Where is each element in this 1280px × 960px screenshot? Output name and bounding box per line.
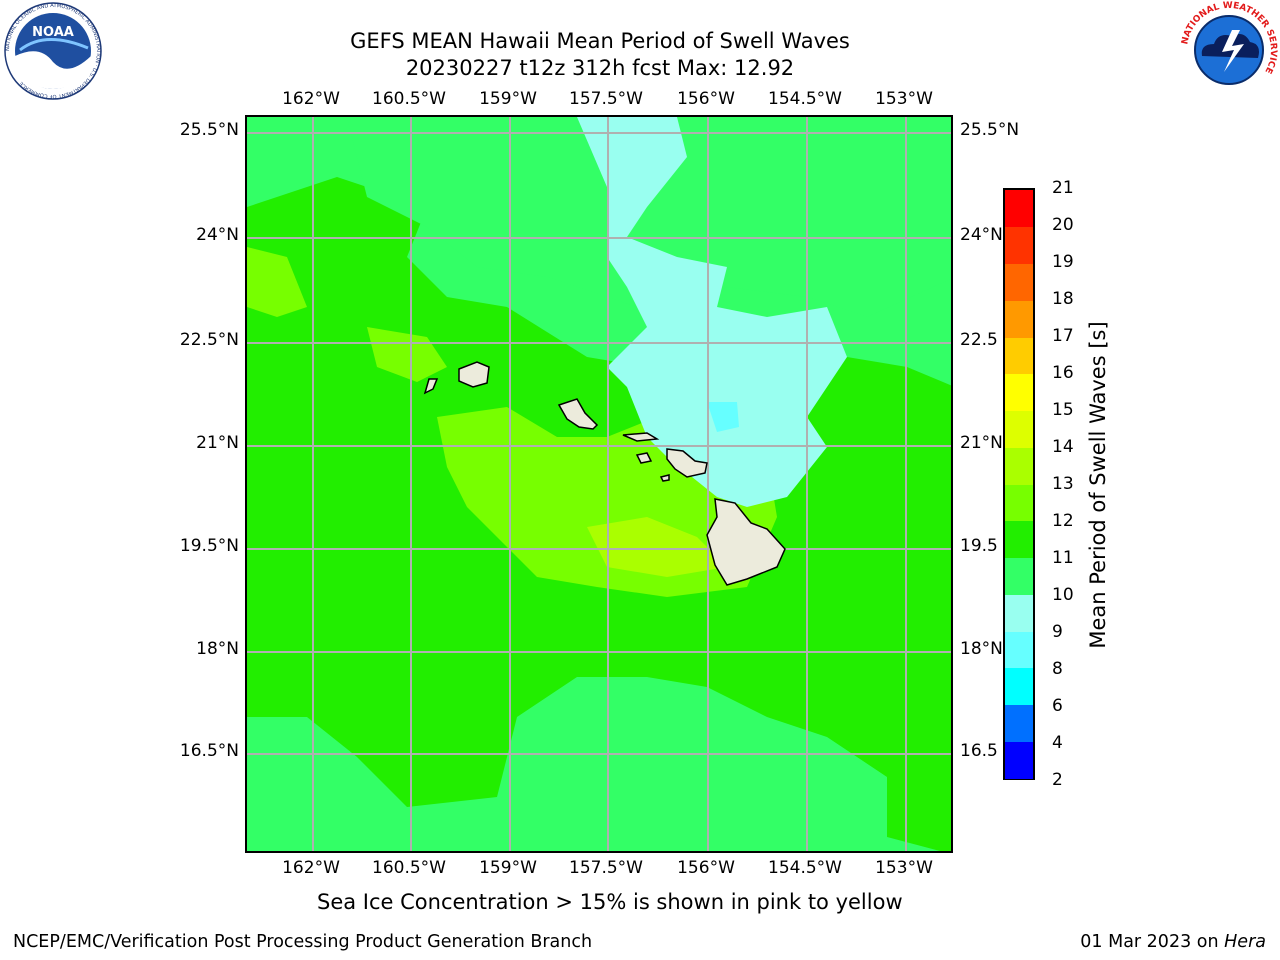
colorbar-segment: [1005, 190, 1033, 228]
colorbar-tick-label: 13: [1052, 474, 1074, 494]
lon-label-top: 156°W: [677, 89, 735, 109]
colorbar-segment: [1005, 484, 1033, 522]
colorbar-tick-label: 15: [1052, 400, 1074, 420]
lon-label-top: 159°W: [479, 89, 537, 109]
lon-label-bottom: 156°W: [677, 858, 735, 878]
colorbar-segment: [1005, 373, 1033, 411]
colorbar-segment: [1005, 337, 1033, 375]
colorbar-segment: [1005, 667, 1033, 705]
island-kahoolawe: [659, 474, 670, 482]
lat-label-left: 19.5°N: [179, 536, 239, 556]
island-maui: [666, 448, 708, 478]
period-10-north-region: [347, 117, 951, 317]
colorbar-tick-label: 2: [1052, 770, 1063, 790]
colorbar-segment: [1005, 410, 1033, 448]
period-9-region: [577, 117, 847, 507]
colorbar-tick-label: 16: [1052, 363, 1074, 383]
hawaiian-islands: [423, 361, 786, 586]
colorbar-segment: [1005, 631, 1033, 669]
map-grid: [247, 117, 951, 851]
swell-period-map: [245, 115, 953, 853]
lat-label-left: 21°N: [196, 433, 239, 453]
noaa-logo-text: NOAA: [32, 25, 74, 40]
nws-logo: NATIONAL WEATHER SERVICE: [1178, 0, 1280, 100]
colorbar-segment: [1005, 263, 1033, 301]
noaa-logo: NOAA NATIONAL OCEANIC AND ATMOSPHERIC AD…: [0, 0, 106, 102]
lon-label-top: 157.5°W: [569, 89, 643, 109]
lon-label-bottom: 162°W: [282, 858, 340, 878]
colorbar-tick-label: 6: [1052, 696, 1063, 716]
lat-label-left: 16.5°N: [179, 741, 239, 761]
lat-label-right: 16.5: [960, 741, 998, 761]
lat-label-right: 22.5: [960, 330, 998, 350]
colorbar-tick-label: 14: [1052, 437, 1074, 457]
period-12-region-3: [367, 327, 447, 382]
lon-label-top: 153°W: [875, 89, 933, 109]
colorbar-tick-label: 12: [1052, 511, 1074, 531]
colorbar-segment: [1005, 594, 1033, 632]
period-13-region: [587, 517, 727, 577]
colorbar-tick-label: 8: [1052, 659, 1063, 679]
colorbar-tick-label: 17: [1052, 326, 1074, 346]
island-niihau: [423, 378, 439, 395]
colorbar-title: Mean Period of Swell Waves [s]: [1086, 321, 1110, 649]
lat-label-left: 24°N: [196, 225, 239, 245]
colorbar-tick-label: 19: [1052, 252, 1074, 272]
lat-label-left: 18°N: [196, 639, 239, 659]
lon-label-bottom: 160.5°W: [372, 858, 446, 878]
lon-label-bottom: 154.5°W: [768, 858, 842, 878]
map-svg: [247, 117, 951, 851]
lon-label-bottom: 153°W: [875, 858, 933, 878]
lat-label-left: 25.5°N: [179, 120, 239, 140]
lat-label-right: 18°N: [960, 639, 1003, 659]
lon-label-bottom: 157.5°W: [569, 858, 643, 878]
island-molokai: [622, 432, 660, 442]
colorbar: [1003, 188, 1035, 780]
lon-label-top: 160.5°W: [372, 89, 446, 109]
colorbar-tick-label: 9: [1052, 622, 1063, 642]
footer-host: Hera: [1224, 932, 1266, 952]
lon-label-bottom: 159°W: [479, 858, 537, 878]
colorbar-tick-label: 10: [1052, 585, 1074, 605]
colorbar-segment: [1005, 557, 1033, 595]
island-kauai: [458, 361, 490, 388]
colorbar-segment: [1005, 226, 1033, 264]
sea-ice-note: Sea Ice Concentration > 15% is shown in …: [317, 890, 903, 914]
colorbar-tick-label: 21: [1052, 178, 1074, 198]
colorbar-segment: [1005, 520, 1033, 558]
footer-date: 01 Mar 2023 on: [1080, 932, 1225, 952]
lat-label-left: 22.5°N: [179, 330, 239, 350]
colorbar-segment: [1005, 741, 1033, 779]
colorbar-tick-label: 18: [1052, 289, 1074, 309]
period-12-region-2: [247, 247, 307, 317]
island-hawaii: [706, 498, 786, 586]
lon-label-top: 162°W: [282, 89, 340, 109]
footer-right: 01 Mar 2023 on Hera: [1080, 932, 1266, 952]
lon-label-top: 154.5°W: [768, 89, 842, 109]
colorbar-segment: [1005, 300, 1033, 338]
lat-label-right: 19.5: [960, 536, 998, 556]
chart-title: GEFS MEAN Hawaii Mean Period of Swell Wa…: [350, 29, 850, 53]
period-8-region: [707, 402, 739, 432]
colorbar-segment: [1005, 447, 1033, 485]
chart-subtitle: 20230227 t12z 312h fcst Max: 12.92: [405, 56, 795, 80]
island-lanai: [635, 452, 653, 464]
colorbar-segment: [1005, 704, 1033, 742]
colorbar-tick-label: 4: [1052, 733, 1063, 753]
lat-label-right: 25.5°N: [960, 120, 1020, 140]
colorbar-tick-label: 11: [1052, 548, 1074, 568]
island-oahu: [557, 398, 599, 430]
footer-left: NCEP/EMC/Verification Post Processing Pr…: [13, 932, 593, 952]
colorbar-tick-label: 20: [1052, 215, 1074, 235]
lat-label-right: 21°N: [960, 433, 1003, 453]
lat-label-right: 24°N: [960, 225, 1003, 245]
